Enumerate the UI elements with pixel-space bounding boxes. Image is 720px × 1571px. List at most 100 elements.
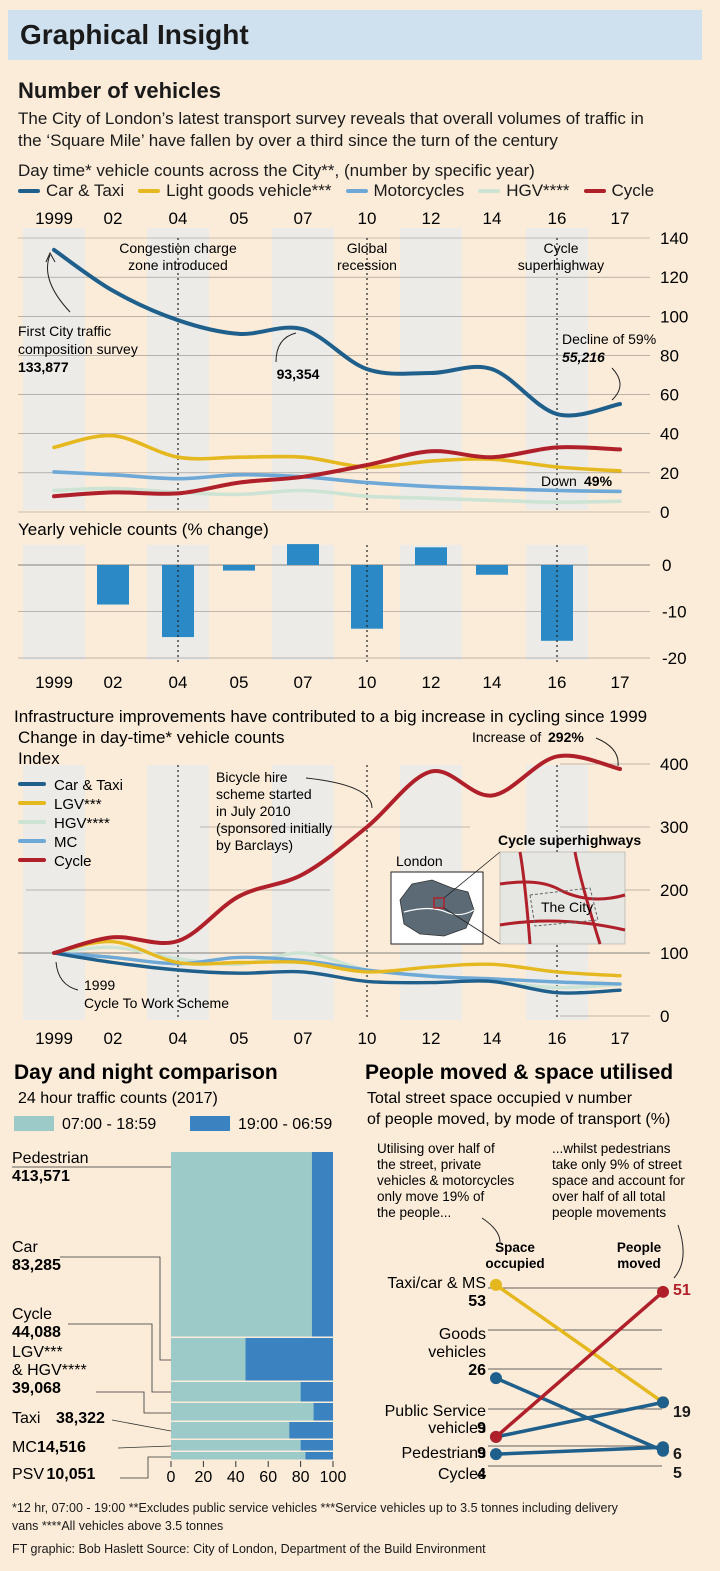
x-tick-label: 16	[548, 209, 567, 228]
col-header-left: Space	[495, 1240, 535, 1255]
note-left: vehicles & motorcycles	[377, 1173, 515, 1188]
x-band	[23, 545, 85, 660]
category-label: Pedestrian	[12, 1150, 89, 1167]
series-line-car-taxi	[52, 247, 622, 418]
legend-swatch-mc	[345, 189, 368, 193]
series-line-motorcycles	[52, 470, 622, 494]
bar-16	[541, 565, 573, 641]
annotation-arrow	[305, 777, 373, 809]
category-label: Taxi	[12, 1410, 40, 1427]
map-label-london: London	[396, 853, 443, 869]
x-band	[272, 228, 334, 510]
bar-night-1	[245, 1338, 333, 1381]
slope-left-value: 53	[468, 1293, 486, 1310]
x-tick-label: 1999	[35, 1029, 73, 1048]
annotation-arrowhead	[45, 251, 56, 263]
y-tick-label: -10	[662, 603, 687, 622]
annotation-down-value: 49%	[584, 473, 613, 489]
annotation-first-value: 133,877	[18, 359, 69, 375]
x-tick-label: 10	[358, 209, 377, 228]
footnote-line-2: vans ****All vehicles above 3.5 tonnes	[12, 1519, 224, 1533]
map-superhighway	[518, 851, 532, 945]
annotation-bike-hire: scheme started	[216, 786, 312, 802]
annotation-arrow	[611, 367, 621, 401]
chart5-subtitle: of people moved, by mode of transport (%…	[367, 1111, 670, 1128]
category-label: PSV	[12, 1466, 44, 1483]
y-tick-label: 200	[660, 881, 688, 900]
y-tick-label: 40	[660, 425, 679, 444]
note-right: people movements	[552, 1205, 666, 1220]
y-tick-label: 0	[662, 556, 671, 575]
chart1-subtitle: Day time* vehicle counts across the City…	[18, 161, 535, 180]
slope-left-label: Taxi/car & MS	[387, 1275, 486, 1292]
slope-left-value: 26	[468, 1362, 486, 1379]
y-tick-label: 20	[660, 464, 679, 483]
slope-left-label: Cycles	[438, 1466, 486, 1483]
legend-label: 19:00 - 06:59	[238, 1116, 332, 1133]
legend-swatch-night	[190, 1116, 230, 1131]
legend-label: Car & Taxi	[54, 777, 123, 794]
leader-line	[60, 1256, 171, 1361]
intro-line-2: the ‘Square Mile’ have fallen by over a …	[18, 131, 558, 150]
y-tick-label: 400	[660, 755, 688, 774]
annotation-down-label: Down	[541, 473, 577, 489]
chart3-subtitle: Change in day-time* vehicle counts	[18, 728, 284, 747]
slope-left-value: 9	[477, 1445, 486, 1462]
slope-cycles-dot	[657, 1441, 669, 1454]
bar-02	[97, 565, 129, 605]
slope-left-value: 9	[477, 1420, 486, 1437]
slope-cycles	[495, 1445, 664, 1456]
slope-right-value: 51	[673, 1282, 691, 1299]
leader-line	[111, 1419, 172, 1432]
x-tick-label: 100	[320, 1469, 347, 1486]
annotation-bike-hire: (sponsored initially	[216, 820, 332, 836]
x-tick-label: 07	[294, 209, 313, 228]
slope-psv	[495, 1400, 664, 1439]
annotation-bike-hire: Bicycle hire	[216, 769, 288, 785]
chart2-title: Yearly vehicle counts (% change)	[18, 520, 269, 539]
category-label: LGV***	[12, 1344, 63, 1361]
legend-label: MC	[54, 834, 77, 851]
category-total: 10,051	[47, 1466, 96, 1483]
slope-left-label: Public Service	[385, 1403, 486, 1420]
chart5-subtitle: Total street space occupied v number	[367, 1090, 633, 1107]
series-line-cycle	[52, 753, 622, 955]
y-tick-label: 120	[660, 268, 688, 287]
slope-right-value: 5	[673, 1465, 682, 1482]
x-tick-label: 0	[167, 1469, 176, 1486]
legend-item: Cycle	[583, 181, 655, 201]
leader-line	[117, 1445, 172, 1449]
x-tick-label: 1999	[35, 209, 73, 228]
annotation-recession: Global	[347, 240, 387, 256]
annotation-increase-label: Increase of	[472, 729, 541, 745]
leader-line	[68, 1323, 171, 1393]
chart5-title: People moved & space utilised	[365, 1061, 673, 1084]
map-city-boundary	[529, 887, 599, 927]
annotation-cycle-to-work: 1999	[84, 977, 115, 993]
note-left: the people...	[377, 1205, 451, 1220]
x-tick-label: 05	[230, 1029, 249, 1048]
x-tick-label: 12	[422, 673, 441, 692]
legend-label: HGV****	[54, 815, 110, 832]
page-title: Graphical Insight	[20, 19, 249, 50]
header-banner: Graphical Insight	[8, 10, 702, 60]
x-tick-label: 07	[294, 1029, 313, 1048]
x-band	[23, 228, 85, 510]
annotation-recession: recession	[337, 257, 397, 273]
col-header-right: moved	[617, 1256, 661, 1271]
legend-label: Cycle	[611, 181, 655, 200]
bar-07	[287, 544, 319, 565]
x-tick-label: 02	[104, 1029, 123, 1048]
slope-left-label: vehicles	[428, 1344, 486, 1361]
bar-14	[476, 565, 508, 575]
legend-swatch-hgv	[478, 189, 501, 193]
annotation-arrow	[481, 1217, 501, 1243]
slope-left-label: Pedestrians	[402, 1445, 487, 1462]
annotation-arrow	[55, 961, 79, 991]
bar-day-1	[171, 1338, 246, 1381]
legend-item: Car & Taxi	[18, 181, 124, 201]
x-tick-label: 04	[169, 673, 188, 692]
map-label-city: The City	[541, 899, 593, 915]
x-tick-label: 14	[483, 1029, 502, 1048]
